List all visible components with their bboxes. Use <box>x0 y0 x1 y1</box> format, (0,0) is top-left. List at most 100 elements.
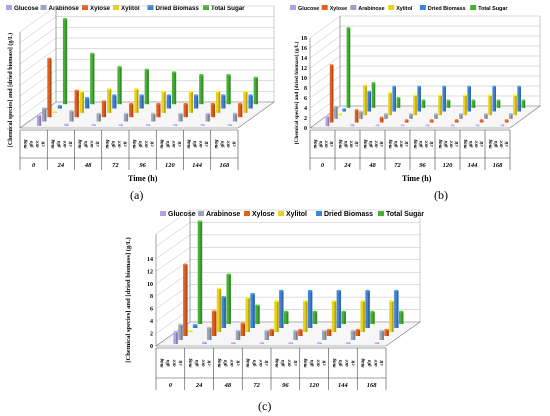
bar-cap <box>467 85 471 88</box>
bar-cap <box>139 94 144 97</box>
bar-shade <box>126 113 129 122</box>
bar-cap <box>400 124 405 126</box>
legend-item-xylose: Xylose <box>321 5 347 12</box>
sub-label: cit <box>330 141 335 147</box>
bar-shade <box>229 274 231 324</box>
bar-total-sugar-96 <box>312 310 318 324</box>
bar-body <box>509 113 513 119</box>
bar-cap <box>62 17 68 20</box>
gridline-side <box>155 209 191 235</box>
legend-item-xylitol: Xylitol <box>278 211 307 218</box>
bar-arabinose-48 <box>96 112 101 122</box>
bar-shade <box>238 330 241 340</box>
bar-shade <box>481 120 484 123</box>
bar-body <box>202 342 207 344</box>
legend-label: Xylitol <box>396 6 413 12</box>
legend-swatch <box>6 5 12 10</box>
bar-shade <box>114 95 117 109</box>
bar-body <box>389 300 394 332</box>
bar-cap <box>392 85 396 88</box>
bar-body <box>69 110 74 122</box>
bar-cap <box>370 310 375 313</box>
sub-label: cit <box>96 141 101 147</box>
bar-body <box>388 92 392 116</box>
bar-cap <box>255 304 260 307</box>
bar-body <box>429 120 434 123</box>
legend-label: Total Sugar <box>478 6 508 12</box>
bar-cap <box>144 68 149 71</box>
bar-body <box>488 95 492 116</box>
bar-body <box>350 330 356 340</box>
bar-shade <box>353 330 356 340</box>
bar-body <box>379 117 384 123</box>
sub-label: ace <box>288 359 293 367</box>
bar-shade <box>444 86 446 112</box>
bar-cap <box>200 123 205 126</box>
bar-glucose-120 <box>450 124 455 127</box>
bar-shade <box>352 124 355 127</box>
bar-shade <box>109 88 112 113</box>
bar-shade <box>368 290 370 328</box>
bar-xylitol-48 <box>107 87 112 113</box>
bar-shade <box>92 53 95 105</box>
bar-body <box>96 113 101 122</box>
bar-shade <box>396 290 399 328</box>
bar-glucose-96 <box>288 341 293 344</box>
bar-shade <box>310 290 313 328</box>
bar-glucose-24 <box>350 123 355 127</box>
bar-shade <box>253 293 255 328</box>
bar-body <box>404 120 409 123</box>
bar-dried-biomass-72 <box>279 289 284 328</box>
gridline-side <box>19 16 57 43</box>
legend-label: Arabinose <box>49 5 80 12</box>
bar-cap <box>216 287 222 290</box>
bar-arabinose-72 <box>123 112 129 122</box>
bar-shade <box>406 120 409 123</box>
bar-xylose-48 <box>101 100 107 118</box>
bar-body <box>293 330 298 340</box>
bar-body <box>467 86 471 112</box>
bar-shade <box>300 329 303 336</box>
bar-cap <box>425 124 430 126</box>
bar-xylose-144 <box>355 328 361 336</box>
bar-shade <box>382 330 384 340</box>
bar-body <box>409 113 413 119</box>
bar-body <box>178 113 183 122</box>
chart-svg-b: Glucose Xylose Arabinose Xylitol Dried Bioma… <box>290 5 541 170</box>
sub-label: glu <box>339 359 344 367</box>
legend-swatch <box>40 5 47 10</box>
sub-label: mag <box>24 139 29 148</box>
bar-shade <box>436 113 438 119</box>
bar-cap <box>312 310 318 313</box>
bar-total-sugar-48 <box>396 96 401 108</box>
bar-arabinose-72 <box>409 112 413 119</box>
bar-body <box>513 95 517 116</box>
bar-shade <box>281 290 284 328</box>
bar-shade <box>331 65 334 123</box>
x-category-label: 144 <box>338 382 349 389</box>
chart-svg-c: Glucose Arabinose Xylose Xylitol Dried Bioma… <box>125 209 424 390</box>
y-tick-label: 18 <box>301 36 307 42</box>
bar-shade <box>286 311 289 324</box>
y-tick-label: 4 <box>150 319 153 325</box>
bar-glucose-72 <box>400 124 405 127</box>
sub-label: mag <box>105 139 110 148</box>
bar-cap <box>245 296 250 299</box>
bar-cap <box>492 85 496 88</box>
legend-swatch <box>350 5 357 10</box>
sub-label: cit <box>505 141 510 147</box>
sub-label: glu <box>57 140 62 148</box>
bar-cap <box>173 330 178 333</box>
x-axis-title-b: Time (h) <box>402 174 432 183</box>
bar-cap <box>374 341 380 344</box>
sub-label: cit <box>205 141 210 147</box>
sub-label: mag <box>304 358 309 367</box>
bar-body <box>264 330 269 340</box>
bar-cap <box>517 85 521 88</box>
bar-cap <box>205 112 210 115</box>
bar-body <box>367 91 371 112</box>
bar-cap <box>226 73 231 76</box>
bar-glucose-72 <box>118 123 123 126</box>
